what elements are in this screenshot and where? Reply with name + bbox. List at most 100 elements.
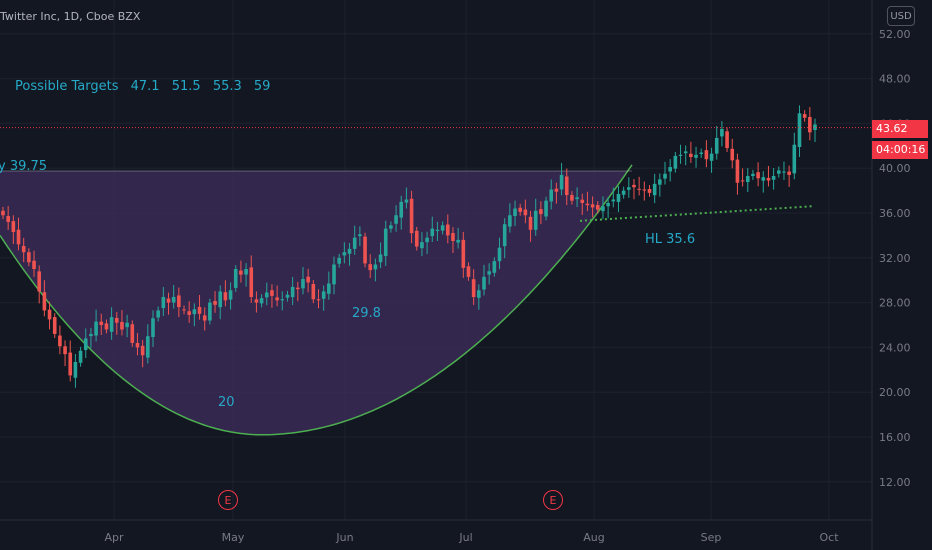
candle-body: [756, 172, 760, 179]
candle-body: [658, 179, 662, 185]
candle-body: [456, 239, 460, 243]
bottom-label: 20: [218, 395, 235, 410]
candle-body: [595, 205, 600, 210]
candle-body: [776, 170, 781, 174]
candle-body: [151, 318, 155, 337]
higher-low-trendline: [579, 205, 813, 222]
candle-body: [16, 229, 21, 245]
candle-body: [471, 279, 476, 297]
last-price-tag: 43.62: [872, 120, 928, 138]
time-axis: Apr May Jun Jul Aug Sep Oct: [104, 531, 839, 544]
candle-body: [549, 189, 554, 202]
candle-body: [285, 294, 290, 298]
target-4: 59: [253, 79, 271, 94]
candle-body: [409, 198, 414, 234]
candle-body: [477, 290, 481, 298]
x-tick-label: Jun: [335, 531, 353, 544]
chart-title: Twitter Inc, 1D, Cboe BZX: [0, 10, 141, 23]
candle-body: [264, 292, 269, 298]
candle-body: [6, 216, 10, 222]
candle-body: [270, 290, 274, 296]
candle-body: [171, 297, 176, 303]
candle-body: [673, 155, 678, 169]
candle-body: [156, 310, 160, 318]
candle-body: [27, 252, 31, 263]
candle-body: [435, 229, 440, 232]
candle-body: [570, 195, 574, 201]
candle-body: [244, 269, 248, 275]
candle-body: [637, 188, 641, 190]
candle-body: [502, 224, 507, 247]
earnings-event-icon[interactable]: E: [218, 490, 238, 510]
candle-body: [223, 292, 228, 301]
cup-curve: [0, 164, 633, 436]
candle-body: [52, 317, 57, 334]
candle-body: [564, 176, 569, 196]
candle-body: [544, 200, 548, 217]
candle-body: [94, 321, 98, 336]
candle-body: [73, 361, 78, 378]
candle-body: [332, 264, 336, 285]
candle-body: [466, 266, 471, 277]
candle-body: [296, 287, 300, 290]
candle-body: [461, 239, 466, 268]
candle-body: [47, 309, 52, 320]
chart-overlays: [0, 127, 872, 222]
candle-body: [559, 174, 564, 190]
candle-body: [197, 306, 202, 314]
candle-body: [642, 189, 647, 191]
mid-label: 29.8: [352, 306, 381, 321]
candle-body: [709, 153, 714, 161]
candle-body: [539, 209, 543, 215]
targets-label: Possible Targets: [15, 79, 119, 94]
target-3: 55.3: [212, 79, 242, 94]
candle-body: [109, 317, 114, 332]
candle-body: [601, 206, 605, 212]
candle-body: [652, 183, 657, 196]
candle-body: [513, 208, 517, 217]
candle-body: [668, 167, 672, 172]
candle-body: [311, 284, 316, 300]
candle-body: [37, 271, 42, 292]
candle-body: [761, 177, 766, 181]
candle-body: [337, 257, 341, 264]
currency-button[interactable]: USD: [887, 6, 915, 26]
candle-body: [42, 292, 47, 311]
candle-body: [161, 297, 166, 309]
candle-body: [99, 321, 104, 325]
candle-body: [146, 336, 150, 358]
y-tick-label: 28.00: [879, 297, 911, 310]
candle-body: [104, 323, 109, 330]
candle-body: [68, 352, 73, 376]
candle-body: [259, 298, 264, 304]
target-1: 47.1: [130, 79, 160, 94]
candle-body: [363, 236, 367, 264]
candle-body: [114, 317, 119, 323]
candle-body: [611, 199, 616, 202]
candle-body: [445, 224, 450, 236]
candle-body: [202, 315, 207, 321]
candle-body: [63, 346, 67, 355]
candle-body: [130, 324, 135, 343]
target-2: 51.5: [171, 79, 201, 94]
candle-body: [497, 247, 502, 262]
y-tick-label: 52.00: [879, 28, 911, 41]
y-tick-label: 36.00: [879, 207, 911, 220]
candle-body: [280, 299, 285, 301]
candle-body: [373, 264, 378, 270]
candle-body: [389, 225, 393, 229]
candle-body: [187, 311, 191, 315]
candle-body: [182, 309, 186, 311]
y-tick-label: 48.00: [879, 73, 911, 86]
y-tick-label: 16.00: [879, 431, 911, 444]
candle-body: [720, 129, 724, 137]
x-tick-label: Apr: [104, 531, 124, 544]
x-tick-label: Aug: [583, 531, 604, 544]
earnings-event-icon[interactable]: E: [543, 490, 563, 510]
price-axis: 52.0048.0044.0040.0036.0032.0028.0024.00…: [879, 28, 911, 489]
candle-body: [140, 345, 145, 356]
candle-body: [575, 197, 579, 200]
candle-body: [135, 342, 140, 348]
candle-body: [451, 233, 455, 241]
